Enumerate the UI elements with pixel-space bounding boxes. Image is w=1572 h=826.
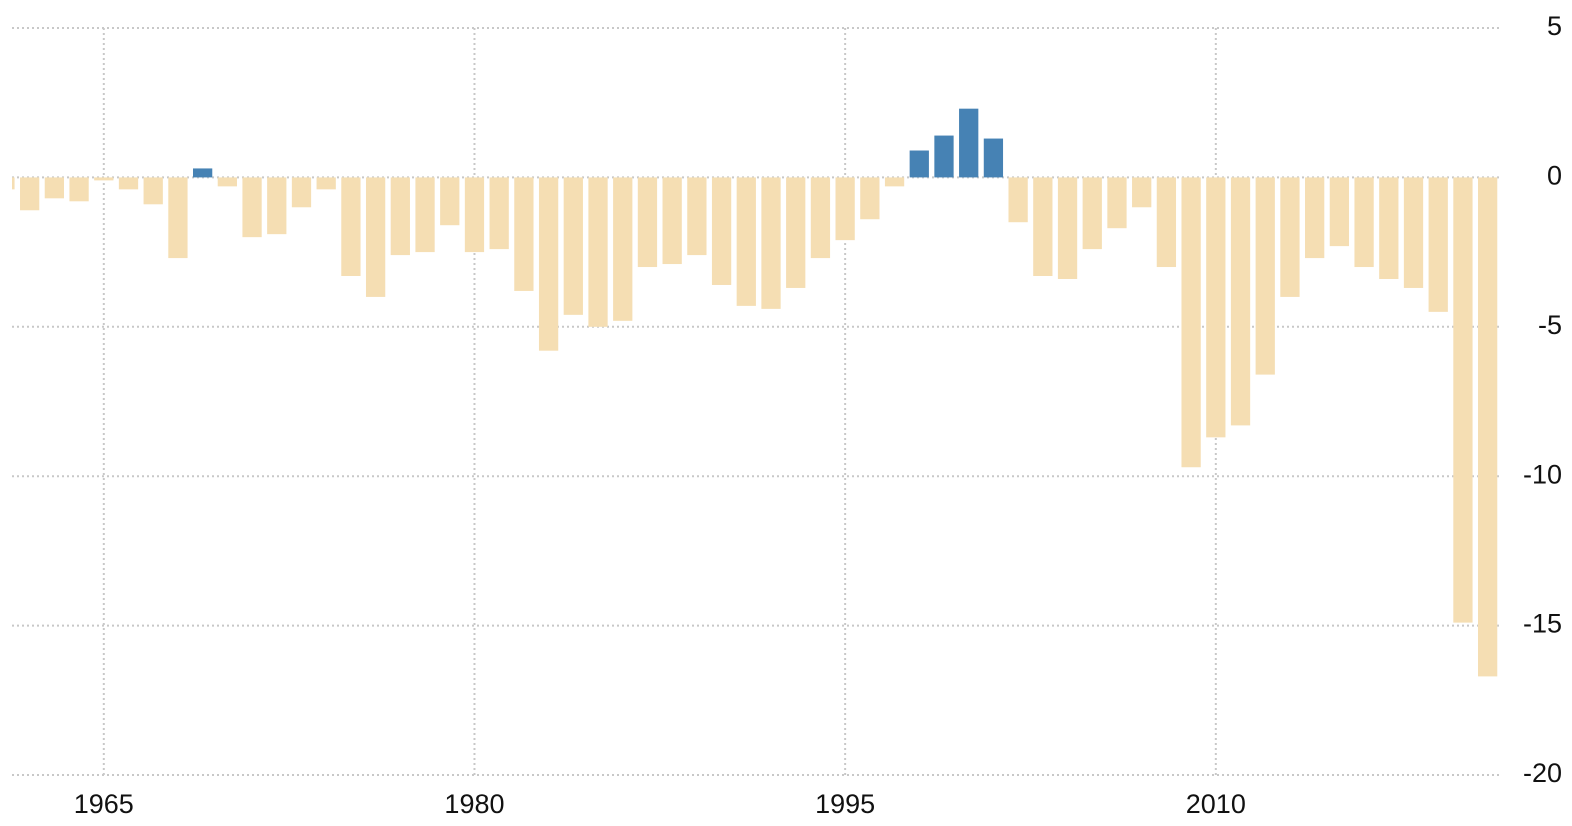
bar <box>217 177 237 187</box>
bar <box>736 177 756 306</box>
bar <box>242 177 262 238</box>
bar <box>884 177 905 187</box>
bar <box>538 177 559 351</box>
y-tick-label: -5 <box>1538 310 1562 340</box>
bar <box>267 177 287 235</box>
y-tick-label: -10 <box>1523 459 1562 489</box>
bar <box>761 177 781 309</box>
bar <box>489 177 509 250</box>
x-tick-label: 1980 <box>444 789 504 819</box>
x-tick-label: 1995 <box>815 789 875 819</box>
bar <box>94 177 114 181</box>
bar <box>786 177 806 288</box>
bar <box>959 108 979 178</box>
bar <box>1057 177 1078 279</box>
y-tick-label: 5 <box>1547 11 1562 41</box>
bar <box>1008 177 1028 223</box>
x-tick-label: 1965 <box>74 789 134 819</box>
bar <box>1478 177 1498 677</box>
bar <box>1428 177 1448 312</box>
bar <box>1206 177 1226 438</box>
bar <box>316 177 336 190</box>
bar <box>192 168 213 178</box>
bar <box>637 177 658 268</box>
bar <box>1379 177 1399 279</box>
grid <box>12 27 1500 776</box>
bar <box>44 177 65 199</box>
bar <box>464 177 485 253</box>
bar <box>514 177 534 291</box>
bar <box>1280 177 1300 297</box>
bar <box>1082 177 1102 250</box>
labels: 5 0 -5 -10 -15 -20 1965 1980 1995 2010 <box>74 11 1562 819</box>
bar <box>1354 177 1374 268</box>
bar <box>934 135 954 178</box>
bar <box>860 177 880 220</box>
y-tick-label: -15 <box>1523 609 1562 639</box>
bar <box>1255 177 1275 375</box>
bar <box>365 177 386 297</box>
bar <box>983 138 1004 178</box>
bar <box>1156 177 1177 268</box>
bar <box>909 150 929 178</box>
bar <box>588 177 608 327</box>
bar <box>810 177 831 259</box>
bar <box>835 177 855 241</box>
bar <box>613 177 633 321</box>
bar <box>1033 177 1053 277</box>
bar <box>118 177 139 190</box>
bar <box>1107 177 1127 229</box>
bar <box>20 177 40 211</box>
bar <box>390 177 410 256</box>
bar <box>662 177 682 265</box>
bar <box>291 177 312 208</box>
bar <box>1132 177 1152 208</box>
y-tick-label: 0 <box>1547 161 1562 191</box>
bar <box>415 177 435 253</box>
bar <box>168 177 188 259</box>
bar <box>341 177 361 277</box>
bar <box>1403 177 1424 288</box>
bars <box>12 108 1498 677</box>
bar <box>711 177 732 285</box>
bar <box>563 177 583 315</box>
x-tick-label: 2010 <box>1186 789 1246 819</box>
bar <box>440 177 460 226</box>
bar <box>1181 177 1201 468</box>
bar <box>143 177 163 205</box>
bar <box>1305 177 1325 259</box>
bar <box>1329 177 1350 247</box>
bar <box>687 177 707 256</box>
bar <box>1230 177 1251 426</box>
bar <box>1453 177 1473 623</box>
bar <box>12 177 15 190</box>
y-tick-label: -20 <box>1523 758 1562 788</box>
bar <box>69 177 89 202</box>
